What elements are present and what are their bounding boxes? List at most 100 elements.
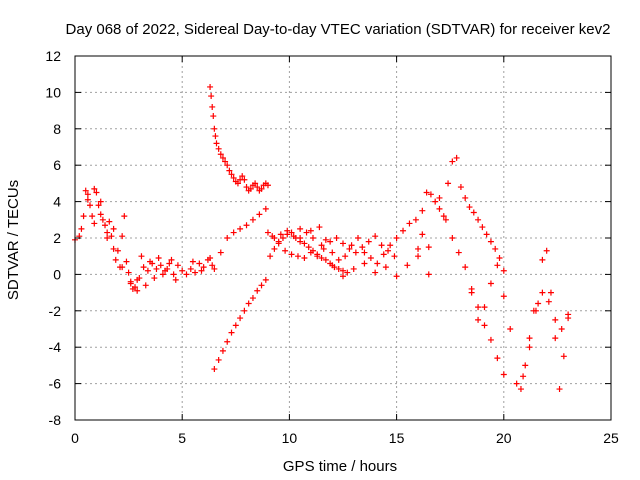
data-point xyxy=(393,235,400,241)
data-point xyxy=(207,83,214,90)
data-point xyxy=(440,213,447,220)
data-point xyxy=(500,267,507,274)
data-point xyxy=(365,238,372,245)
y-tick-label: 4 xyxy=(53,194,61,210)
y-tick-label: 8 xyxy=(53,121,61,137)
data-point xyxy=(234,180,241,187)
y-tick-label: 0 xyxy=(53,266,61,282)
data-point xyxy=(91,185,98,192)
data-point xyxy=(305,244,312,251)
data-point xyxy=(500,293,507,300)
data-point xyxy=(155,255,162,262)
data-point xyxy=(80,213,87,220)
data-point xyxy=(419,207,426,214)
data-point xyxy=(198,267,205,274)
data-point xyxy=(224,338,231,345)
data-point xyxy=(457,184,464,191)
data-point xyxy=(475,216,482,223)
data-point xyxy=(507,326,514,332)
data-point xyxy=(258,185,265,192)
data-point xyxy=(211,366,218,373)
data-point xyxy=(500,371,507,378)
data-point xyxy=(82,187,89,194)
data-point xyxy=(224,235,231,241)
data-point xyxy=(172,276,179,283)
data-point xyxy=(419,231,426,238)
data-point xyxy=(144,267,151,274)
data-point xyxy=(84,191,91,198)
data-point xyxy=(346,245,353,252)
data-point xyxy=(481,304,488,311)
data-point xyxy=(241,307,248,314)
data-point xyxy=(239,173,246,180)
data-point xyxy=(318,242,325,249)
data-point xyxy=(93,189,100,196)
data-point xyxy=(462,194,469,201)
data-point xyxy=(183,271,190,278)
data-point xyxy=(318,255,325,262)
data-point xyxy=(91,220,98,227)
data-point xyxy=(560,353,567,360)
data-point xyxy=(230,174,237,181)
data-point xyxy=(475,304,482,311)
data-point xyxy=(209,103,216,110)
tick-marks xyxy=(74,55,612,421)
data-point xyxy=(487,238,494,245)
data-point xyxy=(453,154,460,161)
data-point xyxy=(307,227,314,234)
data-point xyxy=(432,198,439,205)
y-tick-label: -8 xyxy=(49,412,62,428)
data-point xyxy=(262,276,269,283)
data-point xyxy=(210,113,217,120)
data-point xyxy=(217,249,224,256)
data-point xyxy=(192,269,199,276)
data-point xyxy=(237,315,244,322)
data-point xyxy=(87,202,94,209)
data-point xyxy=(335,265,342,272)
data-point xyxy=(212,133,219,140)
x-tick-label: 25 xyxy=(603,430,619,446)
data-point xyxy=(164,265,171,272)
data-point xyxy=(102,222,109,229)
data-point xyxy=(157,262,164,269)
data-point xyxy=(106,218,113,225)
data-point xyxy=(127,278,134,285)
series-track-evening xyxy=(468,262,572,387)
data-point xyxy=(174,262,181,269)
data-point xyxy=(333,235,340,241)
data-point xyxy=(406,220,413,227)
data-point xyxy=(342,253,349,260)
data-point xyxy=(385,247,392,254)
data-point xyxy=(314,253,321,260)
data-point xyxy=(288,251,295,258)
y-tick-labels: -8 -6 -4 -2 0 2 4 6 8 10 12 xyxy=(45,48,61,428)
data-point xyxy=(112,256,119,263)
data-point xyxy=(320,245,327,252)
data-point xyxy=(110,245,117,252)
data-point xyxy=(340,267,346,274)
data-point xyxy=(517,386,524,393)
data-point xyxy=(565,315,572,322)
data-point xyxy=(282,247,289,254)
data-point xyxy=(427,191,434,198)
data-point xyxy=(445,180,452,187)
data-point xyxy=(479,224,486,231)
y-tick-label: -6 xyxy=(49,376,62,392)
series-track-ascending-mid xyxy=(211,229,351,373)
data-point xyxy=(558,326,565,332)
x-axis-label: GPS time / hours xyxy=(283,458,397,475)
data-point xyxy=(211,265,218,272)
data-point xyxy=(303,229,310,236)
data-point xyxy=(136,275,143,282)
series-track-midday-low xyxy=(297,227,432,280)
data-point xyxy=(361,260,368,267)
plot-grid xyxy=(75,56,611,420)
data-point xyxy=(196,260,203,267)
data-point xyxy=(219,154,226,161)
data-point xyxy=(367,255,374,262)
data-point xyxy=(232,322,239,329)
data-point xyxy=(275,240,282,247)
data-point xyxy=(494,262,501,269)
data-point xyxy=(151,275,158,282)
